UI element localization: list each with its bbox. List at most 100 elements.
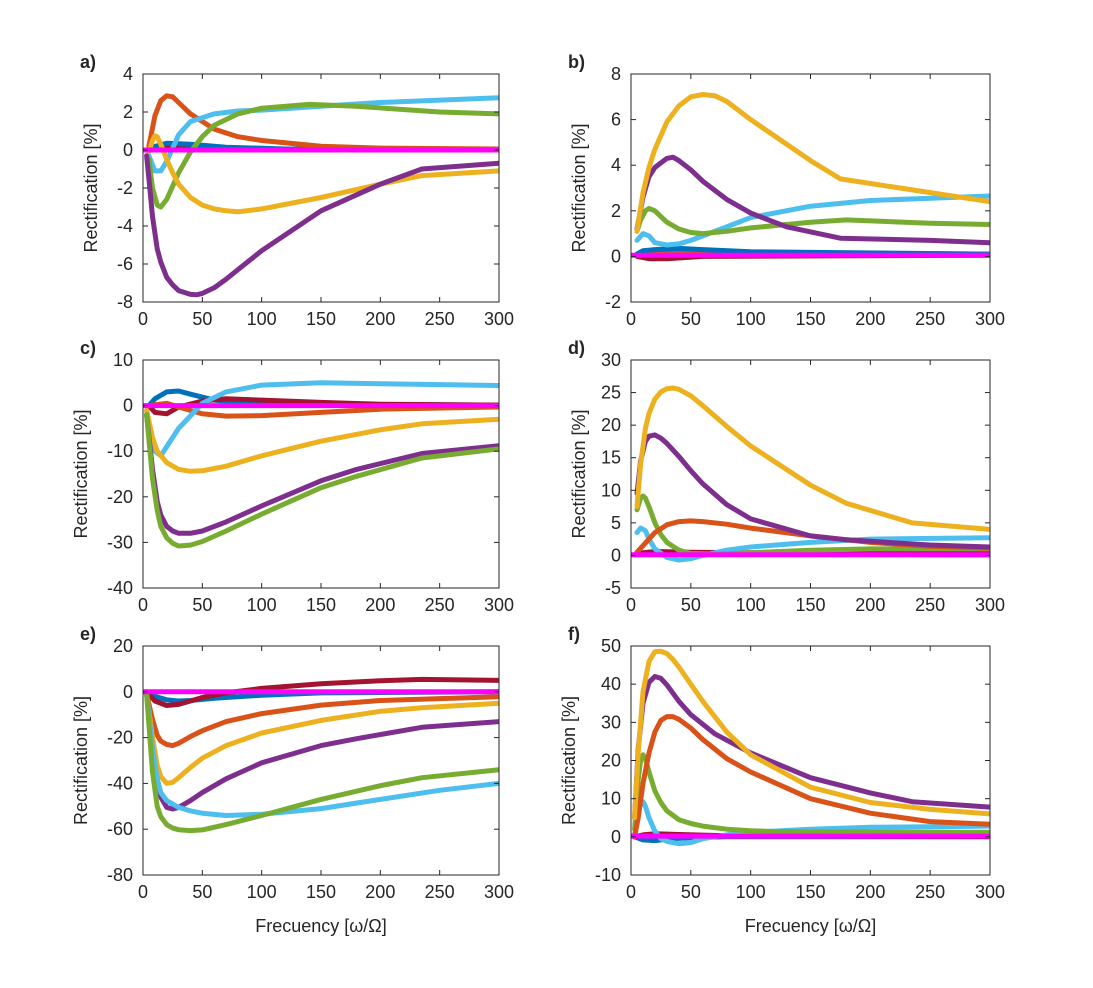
panel-a-xtick-label: 150 [306,309,336,329]
panel-c-xtick-label: 0 [138,595,148,615]
panel-d-ytick-label: 0 [611,545,621,565]
panel-b-ytick-label: 2 [611,201,621,221]
panel-d-xtick-label: 200 [855,595,885,615]
panel-f-xtick-label: 200 [855,882,885,902]
panel-e-xtick-label: 150 [306,882,336,902]
panel-a-plot: 0 50 100 150 200 250 300 -8 -6 -4 -2 0 2 4 Rectificati… [80,52,514,329]
panel-e-plot: 0 50 100 150 200 250 300 -80 -60 -40 -20 0 20 Rectifi… [71,624,514,936]
panel-f-ytick-label: 0 [611,827,621,847]
panel-c-series-green [144,412,499,549]
panel-d-xtick-label: 250 [915,595,945,615]
panel-b-xtick-label: 250 [915,309,945,329]
panel-d-ytick-label: 5 [611,513,621,533]
panel-a-ytick-label: 0 [123,140,133,160]
panel-f-ytick-label: 20 [601,751,621,771]
panel-d-series-group [631,385,990,563]
panel-b-xtick-label: 300 [975,309,1005,329]
panel-b-ytick-label: 0 [611,246,621,266]
panel-d-ytick-label: 20 [601,415,621,435]
panel-e-series-orange [144,691,499,749]
panel-e-series-group [143,676,499,834]
panel-a-series-orange [146,93,499,152]
panel-c-xtick-label: 150 [306,595,336,615]
panel-b-xtick-label: 150 [795,309,825,329]
panel-f-xtick-label: 50 [681,882,701,902]
panel-e-series-green [144,691,499,834]
panel-b-xtick-label: 50 [681,309,701,329]
panel-e-ylabel: Rectification [%] [71,696,91,825]
panel-c-series-purple [144,412,499,536]
panel-f-xtick-label: 300 [975,882,1005,902]
panel-c-ytick-label: 10 [113,350,133,370]
panel-e-series-yellow [144,691,499,786]
panel-e-xtick-label: 200 [365,882,395,902]
panel-d-xtick-label: 0 [626,595,636,615]
panel-f-series-orange [632,714,990,840]
panel-a-ytick-label: -4 [117,216,133,236]
panel-f-ylabel: Rectification [%] [559,696,579,825]
panel-a-ytick-label: 2 [123,102,133,122]
panel-b-series-cyan [634,193,990,248]
panel-d-xtick-label: 100 [736,595,766,615]
panel-e-ytick-label: 0 [123,682,133,702]
panel-b-series-blue [634,245,990,257]
panel-a-label: a) [80,52,96,72]
panel-a-series-yellow [146,133,499,215]
panel-c-ylabel: Rectification [%] [71,409,91,538]
panel-c-ytick-label: -30 [107,532,133,552]
panel-e-xlabel: Frecuency [ω/Ω] [255,916,387,936]
panel-e-ytick-label: 20 [113,636,133,656]
panel-c-xtick-label: 100 [247,595,277,615]
panel-d-ytick-label: 10 [601,480,621,500]
panel-c-ytick-label: -20 [107,487,133,507]
panel-b-xtick-label: 0 [626,309,636,329]
panel-a-ytick-label: -8 [117,292,133,312]
panel-a-series-group [143,93,499,298]
panel-a-xtick-label: 50 [192,309,212,329]
panel-b-ytick-label: 6 [611,110,621,130]
panel-b-series-yellow [634,92,990,234]
panel-d-series-green [634,493,990,557]
panel-b-ytick-label: 8 [611,64,621,84]
panel-e-xtick-label: 300 [484,882,514,902]
panel-b-series-group [631,92,990,262]
panel-e-ytick-label: -80 [107,865,133,885]
panel-a-xtick-label: 250 [425,309,455,329]
panel-c-ytick-label: -40 [107,578,133,598]
panel-c-series-group [143,380,499,549]
panel-a-ytick-label: 4 [123,64,133,84]
panel-d-label: d) [568,338,585,358]
panel-e-ytick-label: -20 [107,728,133,748]
panel-d-series-cyan [634,525,990,563]
panel-a-series-green [146,101,499,210]
panel-e-series-darkred [144,676,499,708]
panel-e-ytick-label: -60 [107,819,133,839]
panel-b-xtick-label: 100 [736,309,766,329]
panel-d-ytick-label: 25 [601,383,621,403]
panel-f-xtick-label: 0 [626,882,636,902]
panel-d-ylabel: Rectification [%] [569,409,589,538]
panel-d-ytick-label: 30 [601,350,621,370]
panel-f-ytick-label: 30 [601,712,621,732]
panel-b-frame [630,73,991,303]
panel-a-xtick-label: 200 [365,309,395,329]
panel-c-series-yellow [144,407,499,474]
panel-e-xtick-label: 0 [138,882,148,902]
panel-e-xtick-label: 100 [247,882,277,902]
panel-f-plot: 0 50 100 150 200 250 300-1001020304050Rectific… [559,624,1005,936]
panel-f-xtick-label: 150 [795,882,825,902]
panel-f-xlabel: Frecuency [ω/Ω] [745,916,877,936]
panel-f-series-group [631,648,990,847]
panel-f-xtick-label: 250 [915,882,945,902]
panel-c-ytick-label: 0 [123,396,133,416]
panel-d-xtick-label: 300 [975,595,1005,615]
panel-a-xtick-label: 100 [247,309,277,329]
panel-f-series-yellow [632,648,990,821]
panel-d-series-yellow [634,385,990,532]
panel-a-xtick-label: 0 [138,309,148,329]
panel-a-ytick-label: -6 [117,254,133,274]
panel-e-xtick-label: 250 [425,882,455,902]
